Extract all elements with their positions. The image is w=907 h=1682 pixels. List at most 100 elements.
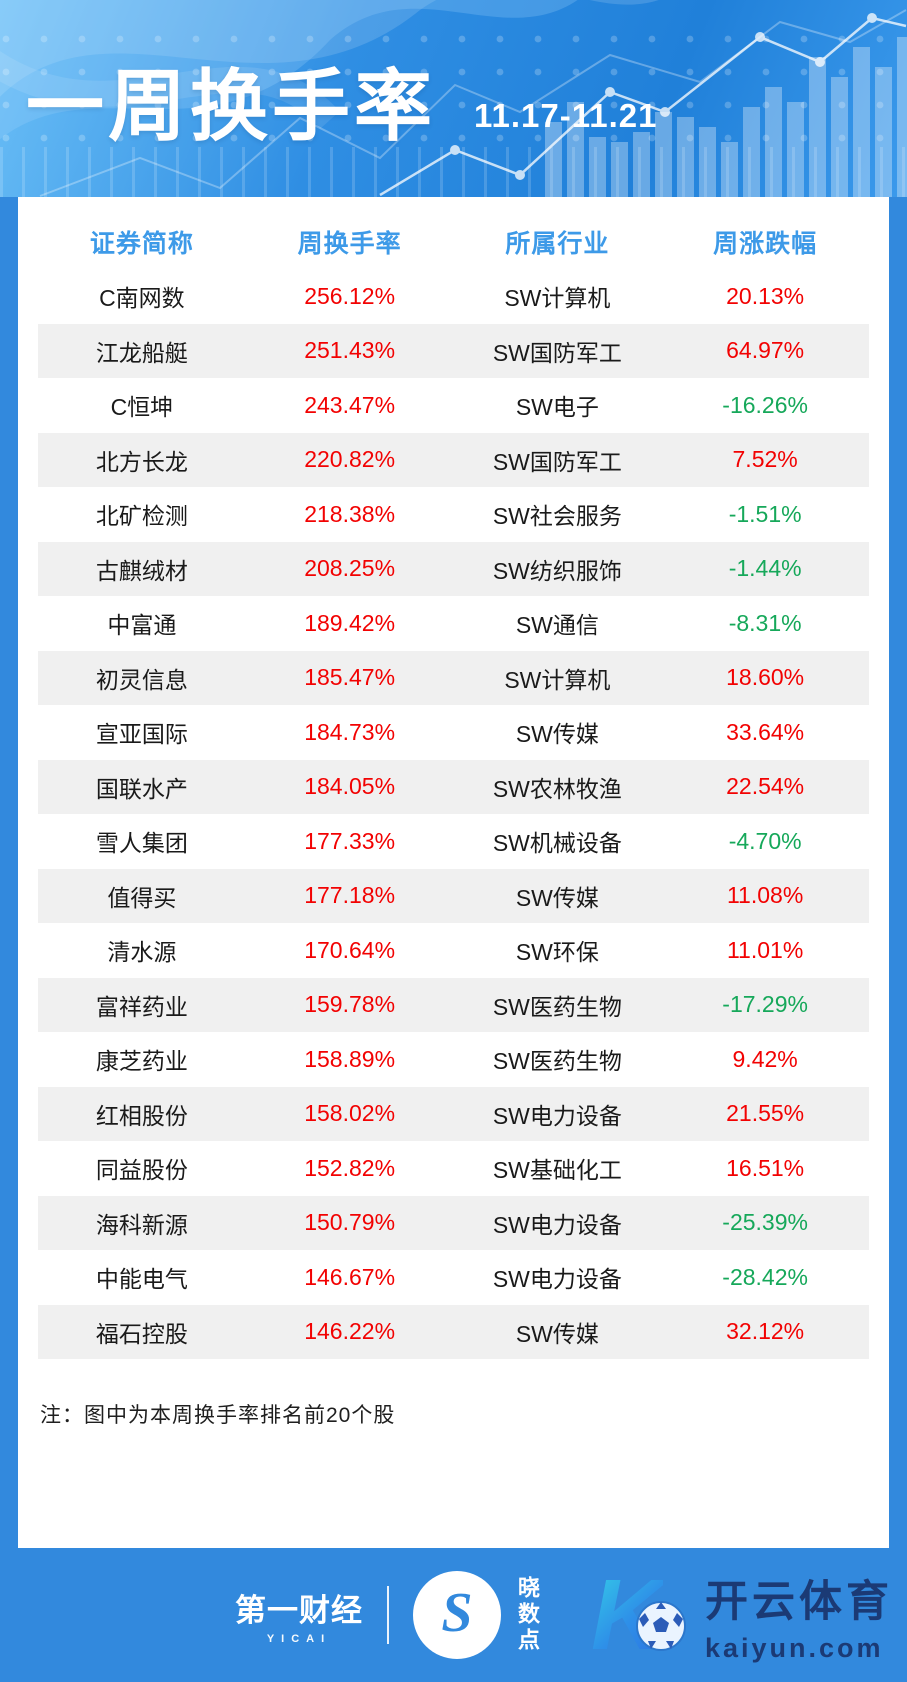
cell-change: -16.26% <box>722 391 808 418</box>
yicai-logo: 第一财经 YICAI <box>235 1585 363 1645</box>
kaiyun-logo-text: 开云体育 kaiyun.com <box>705 1567 893 1664</box>
table-row: 古麒绒材 208.25% SW纺织服饰 -1.44% <box>38 541 869 596</box>
table-row: 值得买 177.18% SW传媒 11.08% <box>38 868 869 923</box>
table-row: 宣亚国际 184.73% SW传媒 33.64% <box>38 705 869 760</box>
cell-change: 7.52% <box>732 446 798 473</box>
footer-bar: 第一财经 YICAI S 晓数点 K 开云体育 kaiyun.com <box>0 1548 907 1682</box>
column-header-industry: 所属行业 <box>505 230 610 258</box>
cell-industry: SW机械设备 <box>492 830 622 857</box>
cell-change: 33.64% <box>726 718 805 745</box>
cell-industry: SW电子 <box>515 394 599 421</box>
cell-stock-name: 清水源 <box>107 939 177 966</box>
cell-change: 21.55% <box>726 1100 805 1127</box>
cell-turnover: 184.73% <box>304 718 396 745</box>
cell-change: -8.31% <box>728 609 802 636</box>
table-header-row: 证券简称 周换手率 所属行业 周涨跌幅 <box>38 221 869 263</box>
table-row: 北矿检测 218.38% SW社会服务 -1.51% <box>38 487 869 542</box>
cell-stock-name: C恒坤 <box>110 394 174 421</box>
table-row: 中富通 189.42% SW通信 -8.31% <box>38 596 869 651</box>
cell-industry: SW计算机 <box>504 666 611 693</box>
footnote: 注：图中为本周换手率排名前20个股 <box>40 1404 396 1427</box>
cell-change: 16.51% <box>726 1154 805 1181</box>
cell-turnover: 177.33% <box>304 827 396 854</box>
cell-turnover: 185.47% <box>304 664 396 691</box>
date-range-label: 11.17-11.21 <box>474 97 658 134</box>
cell-change: 32.12% <box>726 1318 805 1345</box>
cell-stock-name: 北矿检测 <box>95 503 188 530</box>
cell-turnover: 256.12% <box>304 282 396 309</box>
cell-stock-name: 国联水产 <box>95 775 188 802</box>
cell-turnover: 146.67% <box>304 1263 396 1290</box>
cell-stock-name: 江龙船艇 <box>95 339 188 366</box>
cell-change: 22.54% <box>726 773 805 800</box>
cell-turnover: 158.02% <box>304 1100 396 1127</box>
cell-turnover: 170.64% <box>304 936 396 963</box>
table-row: 红相股份 158.02% SW电力设备 21.55% <box>38 1086 869 1141</box>
cell-industry: SW社会服务 <box>492 503 622 530</box>
cell-stock-name: 古麒绒材 <box>95 557 188 584</box>
cell-change: -4.70% <box>728 827 802 854</box>
cell-turnover: 218.38% <box>304 500 396 527</box>
xiaoshudian-logo: S 晓数点 <box>413 1571 543 1659</box>
column-header-change: 周涨跌幅 <box>713 230 818 258</box>
table-row: 康芝药业 158.89% SW医药生物 9.42% <box>38 1032 869 1087</box>
cell-stock-name: 中能电气 <box>95 1266 188 1293</box>
cell-industry: SW传媒 <box>515 884 599 911</box>
table-row: 国联水产 184.05% SW农林牧渔 22.54% <box>38 759 869 814</box>
cell-industry: SW基础化工 <box>492 1157 622 1184</box>
cell-turnover: 177.18% <box>304 882 396 909</box>
cell-industry: SW传媒 <box>515 1320 599 1347</box>
cell-turnover: 251.43% <box>304 337 396 364</box>
cell-change: -1.44% <box>728 555 802 582</box>
cell-turnover: 146.22% <box>304 1318 396 1345</box>
cell-turnover: 152.82% <box>304 1154 396 1181</box>
cell-stock-name: 福石控股 <box>95 1320 188 1347</box>
yicai-logo-subtext: YICAI <box>266 1633 332 1645</box>
column-header-turnover: 周换手率 <box>297 230 402 258</box>
cell-change: 9.42% <box>732 1045 798 1072</box>
cell-stock-name: 同益股份 <box>95 1157 188 1184</box>
xiaoshudian-logo-text: 晓数点 <box>515 1576 540 1654</box>
table-row: 福石控股 146.22% SW传媒 32.12% <box>38 1304 869 1359</box>
table-row: 清水源 170.64% SW环保 11.01% <box>38 923 869 978</box>
xiaoshudian-s-glyph: S <box>441 1582 473 1644</box>
cell-industry: SW电力设备 <box>492 1102 622 1129</box>
cell-turnover: 158.89% <box>304 1045 396 1072</box>
cell-change: 64.97% <box>726 337 805 364</box>
table-row: 同益股份 152.82% SW基础化工 16.51% <box>38 1141 869 1196</box>
cell-industry: SW传媒 <box>515 721 599 748</box>
cell-stock-name: C南网数 <box>99 285 185 312</box>
cell-industry: SW环保 <box>515 939 599 966</box>
cell-stock-name: 富祥药业 <box>95 993 188 1020</box>
cell-industry: SW纺织服饰 <box>492 557 622 584</box>
cell-turnover: 184.05% <box>304 773 396 800</box>
cell-change: 11.08% <box>726 882 804 909</box>
cell-stock-name: 海科新源 <box>95 1211 188 1238</box>
cell-turnover: 189.42% <box>304 609 396 636</box>
cell-stock-name: 红相股份 <box>95 1102 188 1129</box>
cell-industry: SW通信 <box>515 612 599 639</box>
xiaoshudian-icon: S <box>413 1571 501 1659</box>
kaiyun-domain: kaiyun.com <box>705 1632 884 1663</box>
cell-stock-name: 中富通 <box>107 612 177 639</box>
header-decoration-graphic <box>0 0 907 197</box>
table-body: C南网数 256.12% SW计算机 20.13% 江龙船艇 251.43% SW国防军工 6… <box>38 269 869 1359</box>
table-row: 中能电气 146.67% SW电力设备 -28.42% <box>38 1250 869 1305</box>
cell-industry: SW电力设备 <box>492 1266 622 1293</box>
cell-industry: SW医药生物 <box>492 1048 622 1075</box>
cell-stock-name: 雪人集团 <box>95 830 188 857</box>
header-banner: 一周换手率 11.17-11.21 <box>0 0 907 197</box>
cell-stock-name: 康芝药业 <box>95 1048 188 1075</box>
table-row: 江龙船艇 251.43% SW国防军工 64.97% <box>38 323 869 378</box>
table-row: 雪人集团 177.33% SW机械设备 -4.70% <box>38 814 869 869</box>
cell-change: -17.29% <box>722 991 808 1018</box>
table-row: 富祥药业 159.78% SW医药生物 -17.29% <box>38 977 869 1032</box>
column-header-stock-name: 证券简称 <box>89 230 194 258</box>
cell-turnover: 220.82% <box>304 446 396 473</box>
cell-change: -28.42% <box>722 1263 808 1290</box>
page-title: 一周换手率 <box>26 62 437 150</box>
cell-change: -1.51% <box>728 500 802 527</box>
table-row: 海科新源 150.79% SW电力设备 -25.39% <box>38 1195 869 1250</box>
cell-change: 18.60% <box>726 664 805 691</box>
cell-turnover: 243.47% <box>304 391 396 418</box>
